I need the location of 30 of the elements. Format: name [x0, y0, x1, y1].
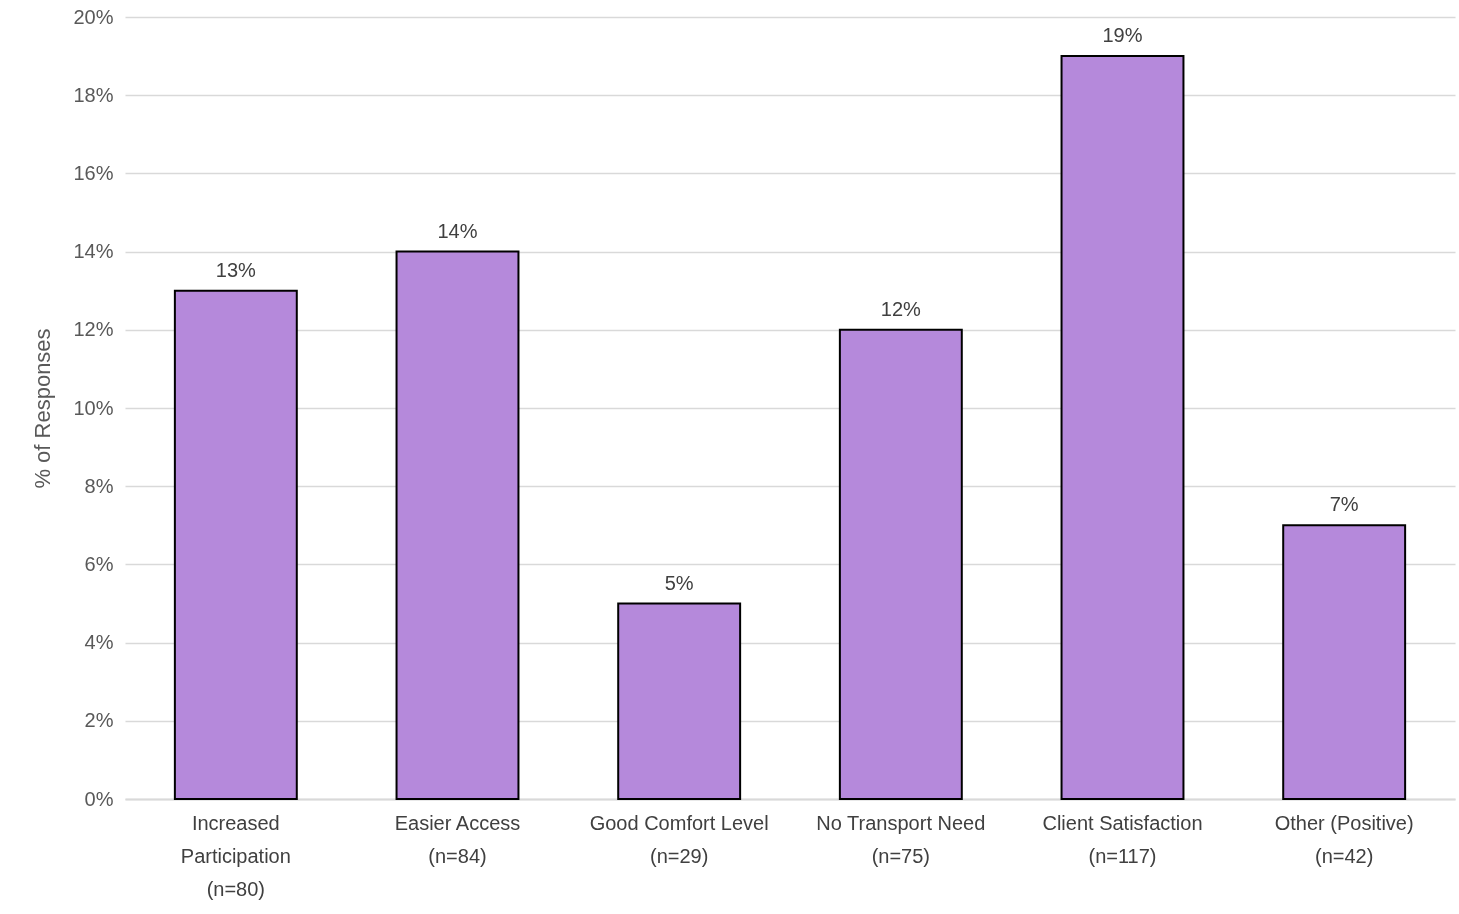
data-label: 7% — [1329, 493, 1359, 516]
y-tick-label: 8% — [84, 474, 114, 497]
data-label: 19% — [1102, 24, 1143, 47]
data-label: 12% — [880, 297, 922, 320]
y-tick-label: 10% — [73, 396, 114, 419]
bar — [395, 250, 520, 800]
y-tick-label: 2% — [84, 709, 114, 732]
x-tick-label: Client Satisfaction (n=117) — [1042, 811, 1203, 867]
bar — [617, 602, 742, 800]
bar — [173, 289, 298, 800]
y-axis-title: % of Responses — [30, 328, 56, 489]
y-tick-label: 12% — [73, 318, 114, 341]
x-tick-label: Increased Participation (n=80) — [180, 811, 291, 900]
x-tick-label: Good Comfort Level (n=29) — [589, 811, 769, 867]
y-tick-label: 4% — [84, 631, 114, 654]
bar — [1060, 55, 1185, 800]
bar — [1282, 524, 1407, 800]
x-tick-label: No Transport Need (n=75) — [816, 811, 986, 867]
data-label: 5% — [664, 571, 694, 594]
y-tick-label: 18% — [73, 83, 114, 106]
y-tick-label: 16% — [73, 161, 114, 184]
bar — [838, 328, 963, 800]
data-label: 13% — [215, 258, 257, 281]
data-label: 14% — [437, 219, 478, 242]
y-tick-label: 6% — [84, 552, 114, 575]
x-tick-label: Easier Access (n=84) — [394, 811, 521, 867]
y-tick-label: 20% — [73, 5, 114, 28]
y-tick-label: 0% — [84, 787, 114, 810]
y-tick-label: 14% — [73, 240, 114, 263]
x-tick-label: Other (Positive) (n=42) — [1274, 811, 1414, 867]
